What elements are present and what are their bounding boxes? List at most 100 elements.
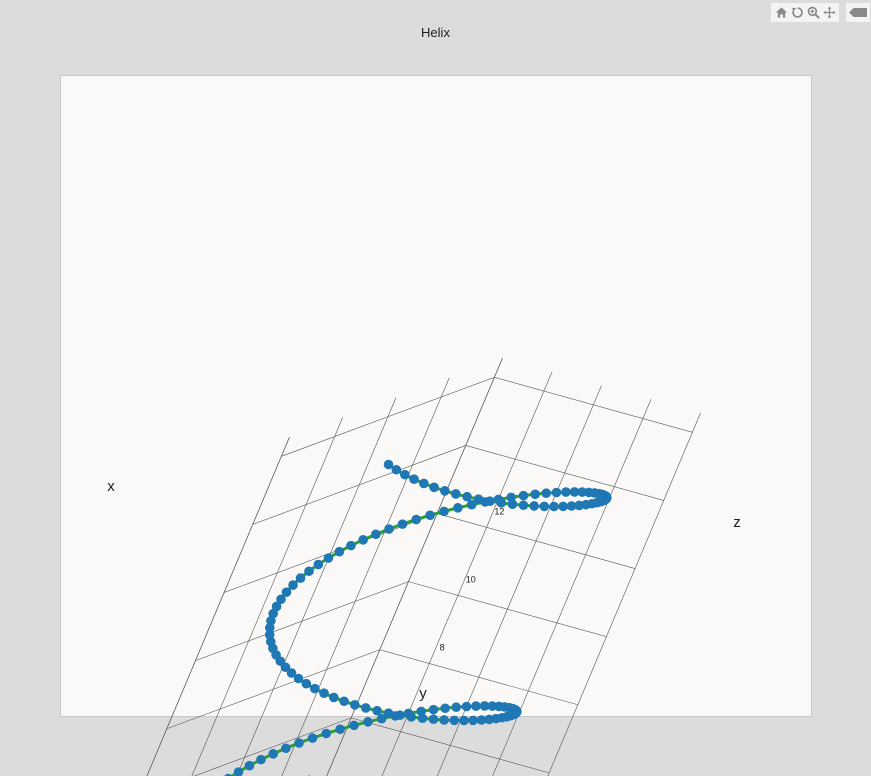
helix-marker [384, 524, 394, 534]
helix-marker [574, 500, 584, 511]
helix-marker [518, 490, 529, 501]
grid-line [281, 377, 495, 457]
grid-line [146, 436, 290, 776]
helix-marker [429, 482, 439, 493]
helix-marker [339, 696, 349, 707]
helix-marker [313, 559, 324, 570]
helix-marker [451, 702, 462, 713]
grid-line [281, 377, 450, 776]
helix-marker [518, 500, 529, 511]
x-tick-label: −1 [301, 774, 311, 776]
helix-marker [264, 623, 275, 633]
helix-marker [376, 713, 387, 724]
helix-marker [363, 717, 373, 727]
helix-marker [507, 499, 518, 510]
helix-marker [549, 501, 559, 512]
helix-marker [349, 699, 360, 710]
grid-line [494, 377, 693, 433]
helix-marker [440, 486, 450, 496]
grid-line [437, 513, 636, 569]
helix-marker [400, 469, 410, 480]
helix-marker [428, 714, 439, 725]
grid-line [465, 445, 664, 501]
helix-marker [395, 710, 405, 720]
pan-icon[interactable] [822, 6, 836, 20]
helix-marker [383, 708, 394, 718]
axis-labels: x y z [107, 478, 741, 702]
reset-icon[interactable] [790, 6, 804, 20]
zoom-icon[interactable] [806, 6, 820, 20]
helix-marker [530, 489, 540, 500]
grid-line [166, 649, 380, 730]
helix-marker [349, 720, 359, 731]
grid-line [381, 371, 553, 776]
z-axis-label: z [733, 514, 741, 531]
home-icon[interactable] [774, 6, 788, 20]
axis-edge [146, 436, 290, 776]
z-tick-label: 8 [440, 643, 445, 653]
plot-canvas[interactable] [60, 75, 812, 717]
helix-marker [281, 587, 292, 597]
helix-marker [453, 503, 463, 513]
y-axis-label: y [419, 685, 427, 702]
helix-marker [286, 668, 297, 678]
helix-marker [449, 715, 460, 726]
helix-marker [479, 701, 490, 711]
helix-marker [310, 683, 320, 694]
helix-marker [569, 487, 580, 497]
helix-marker [440, 703, 450, 714]
helix-marker [439, 715, 449, 725]
toolbar-collapse-button[interactable] [846, 3, 870, 22]
helix-marker [334, 546, 345, 557]
helix-marker [371, 529, 381, 540]
helix-marker [541, 488, 551, 499]
helix-marker [406, 712, 417, 722]
z-tick-label: 12 [494, 506, 504, 516]
grid-line [191, 417, 344, 776]
helix-marker [288, 580, 298, 590]
helix-marker [293, 673, 304, 684]
helix-marker [319, 688, 329, 698]
helix-marker [496, 498, 507, 508]
grid-line [236, 397, 397, 776]
helix-marker [484, 714, 494, 725]
helix-marker [304, 566, 314, 577]
helix-marker [301, 678, 312, 689]
helix-marker [459, 715, 469, 726]
helix-marker [439, 506, 449, 517]
arrow-left-icon [849, 8, 867, 17]
helix-marker [417, 713, 428, 724]
helix-marker [264, 629, 275, 640]
helix-marker [558, 501, 568, 512]
helix-marker [462, 491, 472, 502]
helix-marker [428, 704, 439, 715]
helix-marker [419, 478, 429, 489]
grid-line [193, 717, 352, 776]
helix-series [224, 459, 612, 776]
helix-marker [409, 474, 419, 485]
grid-line [195, 581, 409, 661]
helix-marker [358, 535, 368, 545]
helix-marker [468, 715, 478, 726]
helix-marker [411, 514, 422, 525]
helix-marker [256, 754, 266, 765]
helix-marker [391, 464, 402, 475]
helix-marker [561, 487, 571, 497]
helix-marker [485, 496, 495, 506]
helix-marker [276, 594, 286, 605]
grid-line [436, 385, 602, 776]
helix-marker [466, 499, 477, 510]
helix-marker [476, 715, 487, 725]
helix-marker [271, 601, 282, 612]
helix-marker [372, 705, 382, 716]
helix-marker [346, 540, 356, 551]
plot-toolbar [771, 3, 839, 22]
helix-marker [335, 724, 345, 735]
helix-marker [281, 743, 291, 754]
helix-marker [294, 738, 304, 748]
helix-marker [329, 692, 339, 703]
helix-marker [473, 494, 484, 504]
helix-marker [307, 733, 318, 743]
helix-marker [451, 489, 461, 499]
helix-marker [566, 501, 577, 511]
